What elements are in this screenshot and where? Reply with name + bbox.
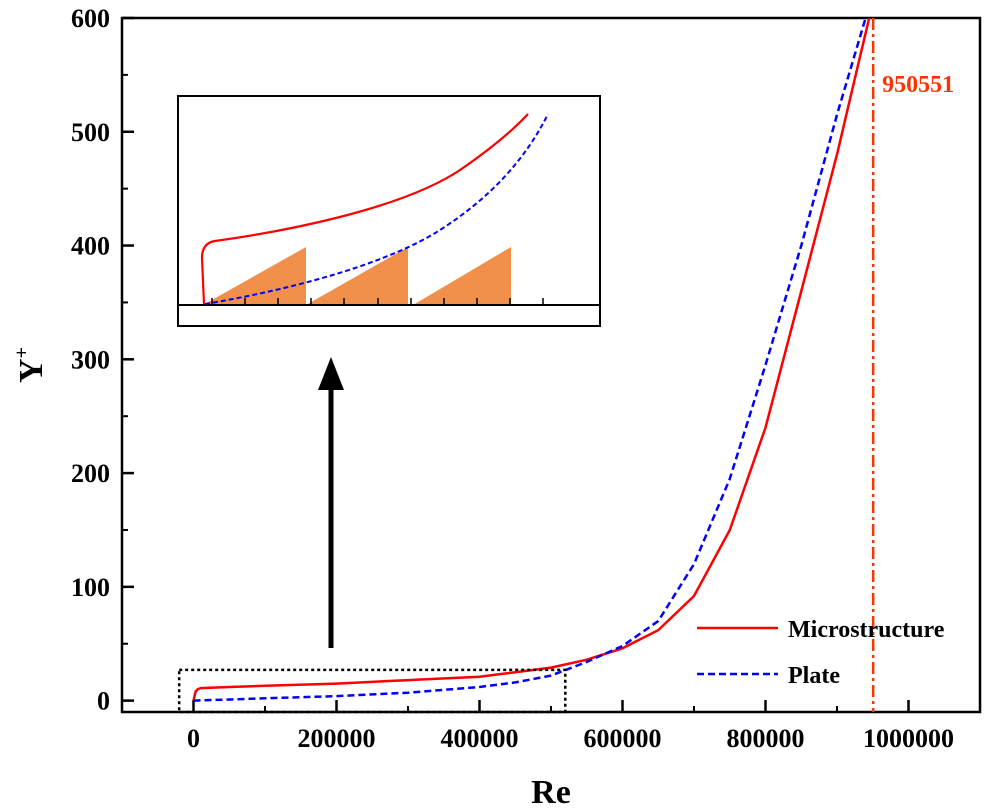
- x-axis-title: Re: [531, 774, 571, 809]
- series-microstructure-line: [192, 18, 871, 701]
- x-tick-label: 600000: [584, 724, 662, 753]
- series-plate-line: [193, 18, 867, 702]
- zoom-arrow-head: [318, 357, 344, 390]
- inset-rib-1: [203, 247, 306, 305]
- x-tick-label: 0: [187, 724, 200, 753]
- y-axis-title-main: Y: [13, 358, 50, 383]
- y-tick-label: 300: [71, 345, 110, 374]
- inset-rib-2: [306, 247, 408, 305]
- legend-label-microstructure: Microstructure: [788, 617, 945, 643]
- y-tick-label: 200: [71, 459, 110, 488]
- x-tick-label: 400000: [441, 724, 519, 753]
- inset-plate-line: [204, 113, 549, 305]
- legend-label-plate: Plate: [788, 663, 840, 689]
- legend: Microstructure Plate: [697, 617, 945, 689]
- inset-microstructure-line: [200, 113, 529, 305]
- y-tick-label: 600: [71, 4, 110, 33]
- y-tick-label: 100: [71, 573, 110, 602]
- plot-area: [192, 18, 875, 712]
- axes: 0 200000 400000 600000 800000 1000000 0 100 200 3…: [71, 4, 982, 753]
- x-tick-label: 800000: [727, 724, 805, 753]
- x-tick-label: 200000: [298, 724, 376, 753]
- vline-annotation-label: 950551: [882, 72, 954, 98]
- inset-rib-3: [413, 247, 511, 305]
- y-tick-label: 400: [71, 232, 110, 261]
- y-tick-label: 0: [97, 687, 110, 716]
- y-axis-title-sup: +: [11, 347, 33, 358]
- x-tick-label: 1000000: [863, 724, 954, 753]
- zoom-box: [177, 668, 567, 714]
- y-tick-label: 500: [71, 118, 110, 147]
- overlay: [177, 95, 601, 714]
- y-axis-title: Y+: [11, 347, 50, 383]
